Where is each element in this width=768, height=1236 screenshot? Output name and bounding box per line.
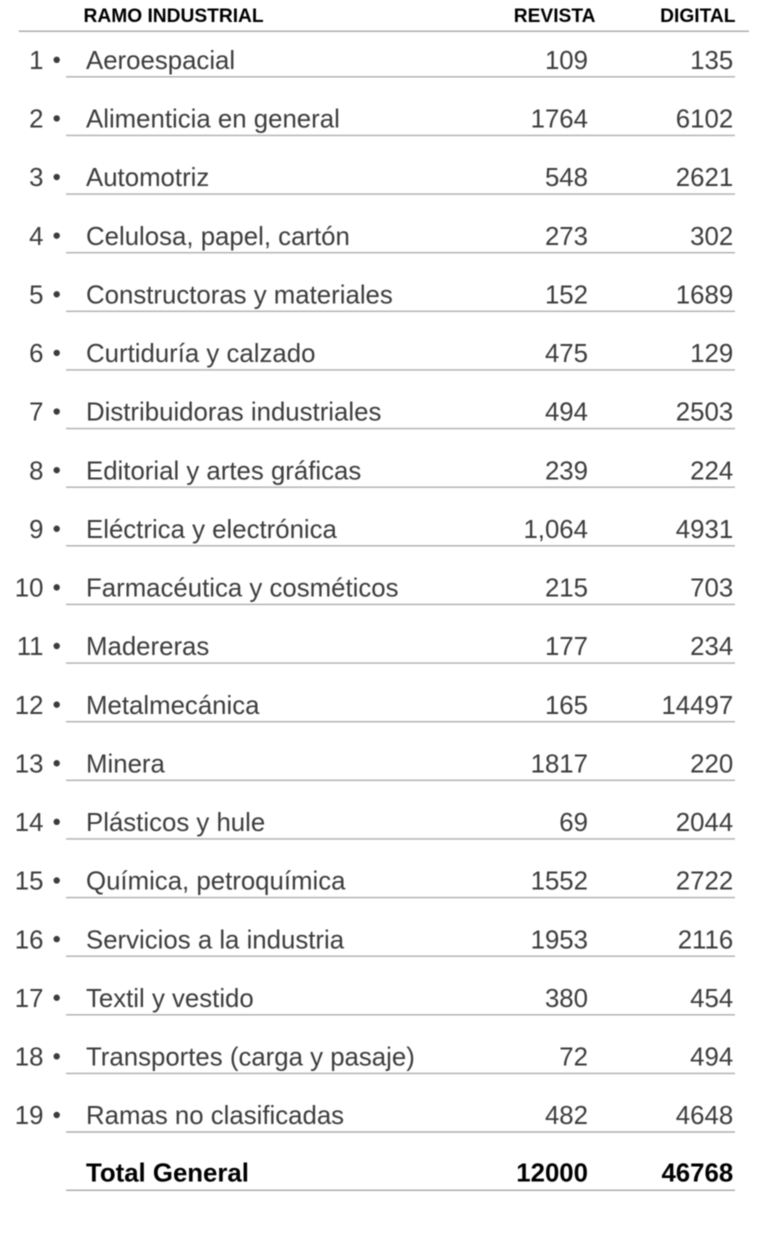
svg-text:4931: 4931 <box>676 516 733 544</box>
svg-text:12: 12 <box>15 692 44 720</box>
svg-text:109: 109 <box>545 47 588 75</box>
svg-text:2116: 2116 <box>678 926 733 954</box>
svg-text:129: 129 <box>690 340 733 368</box>
svg-text:548: 548 <box>545 164 588 192</box>
svg-text:Metalmecánica: Metalmecánica <box>86 692 260 720</box>
svg-text:494: 494 <box>545 399 588 427</box>
svg-text:703: 703 <box>690 575 733 603</box>
svg-text:15: 15 <box>15 868 44 896</box>
svg-text:Editorial y artes gráficas: Editorial y artes gráficas <box>86 457 361 485</box>
svg-text:7: 7 <box>29 399 43 427</box>
svg-text:REVISTA: REVISTA <box>514 6 596 27</box>
svg-text:Celulosa, papel, cartón: Celulosa, papel, cartón <box>86 223 350 251</box>
svg-text:494: 494 <box>690 1044 733 1072</box>
svg-text:8: 8 <box>29 457 43 485</box>
svg-text:11: 11 <box>17 633 44 661</box>
svg-text:2: 2 <box>29 106 43 134</box>
svg-text:Automotriz: Automotriz <box>86 164 209 192</box>
svg-text:273: 273 <box>545 223 588 251</box>
svg-text:4648: 4648 <box>676 1102 733 1130</box>
svg-text:1: 1 <box>29 47 43 75</box>
svg-text:165: 165 <box>545 692 588 720</box>
svg-text:9: 9 <box>29 516 43 544</box>
svg-text:1552: 1552 <box>531 868 588 896</box>
svg-text:Minera: Minera <box>86 750 166 778</box>
svg-text:Plásticos y hule: Plásticos y hule <box>86 809 265 837</box>
svg-text:Química, petroquímica: Química, petroquímica <box>86 868 346 896</box>
svg-text:Farmacéutica y cosméticos: Farmacéutica y cosméticos <box>86 575 399 603</box>
svg-text:4: 4 <box>29 223 43 251</box>
svg-text:12000: 12000 <box>516 1159 588 1187</box>
svg-text:239: 239 <box>545 457 588 485</box>
svg-text:RAMO INDUSTRIAL: RAMO INDUSTRIAL <box>84 6 264 27</box>
svg-text:3: 3 <box>29 164 43 192</box>
svg-text:224: 224 <box>690 457 733 485</box>
svg-text:6102: 6102 <box>676 106 733 134</box>
svg-text:Eléctrica y electrónica: Eléctrica y electrónica <box>86 516 338 544</box>
svg-text:482: 482 <box>545 1102 588 1130</box>
svg-text:2503: 2503 <box>676 399 733 427</box>
svg-text:220: 220 <box>690 750 733 778</box>
svg-text:1953: 1953 <box>531 926 588 954</box>
svg-text:16: 16 <box>15 926 44 954</box>
svg-text:19: 19 <box>15 1102 44 1130</box>
svg-text:Curtiduría y calzado: Curtiduría y calzado <box>86 340 315 368</box>
svg-text:Transportes (carga y pasaje): Transportes (carga y pasaje) <box>86 1044 415 1072</box>
svg-text:454: 454 <box>690 985 733 1013</box>
svg-text:380: 380 <box>545 985 588 1013</box>
svg-text:14497: 14497 <box>661 692 733 720</box>
svg-text:177: 177 <box>545 633 588 661</box>
svg-text:234: 234 <box>690 633 733 661</box>
svg-text:Aeroespacial: Aeroespacial <box>86 47 235 75</box>
svg-text:46768: 46768 <box>661 1159 733 1187</box>
svg-text:Alimenticia en general: Alimenticia en general <box>86 106 340 134</box>
svg-text:DIGITAL: DIGITAL <box>660 6 736 27</box>
svg-text:1817: 1817 <box>531 750 588 778</box>
svg-text:6: 6 <box>29 340 43 368</box>
svg-text:475: 475 <box>545 340 588 368</box>
svg-text:152: 152 <box>545 281 588 309</box>
svg-text:Madereras: Madereras <box>86 633 209 661</box>
svg-text:1689: 1689 <box>676 281 733 309</box>
svg-text:2044: 2044 <box>676 809 733 837</box>
svg-text:5: 5 <box>29 281 43 309</box>
svg-text:2621: 2621 <box>676 164 733 192</box>
svg-text:17: 17 <box>15 985 44 1013</box>
svg-text:Constructoras y materiales: Constructoras y materiales <box>86 281 393 309</box>
svg-text:302: 302 <box>690 223 733 251</box>
svg-text:135: 135 <box>690 47 733 75</box>
svg-text:14: 14 <box>15 809 44 837</box>
svg-text:10: 10 <box>15 575 44 603</box>
svg-text:69: 69 <box>559 809 588 837</box>
svg-text:13: 13 <box>15 750 44 778</box>
svg-text:1764: 1764 <box>531 106 588 134</box>
svg-text:1,064: 1,064 <box>523 516 588 544</box>
svg-text:18: 18 <box>15 1044 44 1072</box>
svg-text:72: 72 <box>559 1044 588 1072</box>
svg-text:Distribuidoras industriales: Distribuidoras industriales <box>86 399 381 427</box>
svg-text:Textil y vestido: Textil y vestido <box>86 985 254 1013</box>
svg-text:Total General: Total General <box>86 1159 249 1187</box>
svg-text:Servicios a la industria: Servicios a la industria <box>86 926 345 954</box>
svg-text:215: 215 <box>545 575 588 603</box>
svg-text:Ramas no clasificadas: Ramas no clasificadas <box>86 1102 344 1130</box>
svg-text:2722: 2722 <box>676 868 733 896</box>
